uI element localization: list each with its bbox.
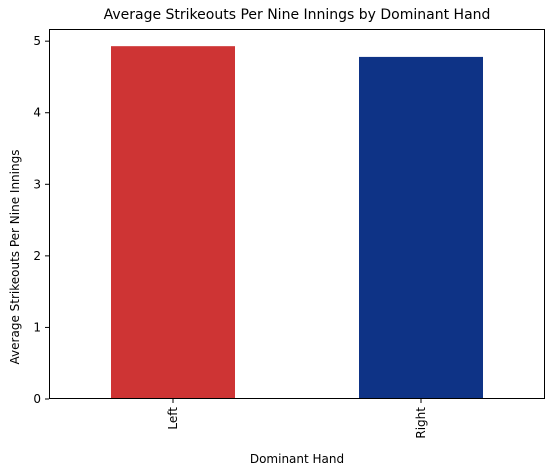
y-tick-label: 5: [33, 34, 41, 48]
y-tick-label: 2: [33, 249, 41, 263]
y-axis: 0 1 2 3 4 5: [33, 34, 49, 406]
x-axis-label: Dominant Hand: [250, 452, 344, 466]
plot-frame: [49, 29, 545, 399]
chart-title: Average Strikeouts Per Nine Innings by D…: [104, 7, 491, 23]
x-tick-label: Left: [166, 407, 180, 430]
y-tick-label: 0: [33, 392, 41, 406]
bar-left: [111, 46, 235, 399]
bar-right: [359, 56, 483, 400]
y-tick-label: 1: [33, 320, 41, 334]
y-axis-label: Average Strikeouts Per Nine Innings: [8, 150, 22, 365]
bars-group: [111, 46, 483, 400]
x-tick-label: Right: [414, 407, 428, 439]
y-tick-label: 4: [33, 106, 41, 120]
y-tick-label: 3: [33, 177, 41, 191]
x-axis: Left Right: [166, 399, 428, 439]
